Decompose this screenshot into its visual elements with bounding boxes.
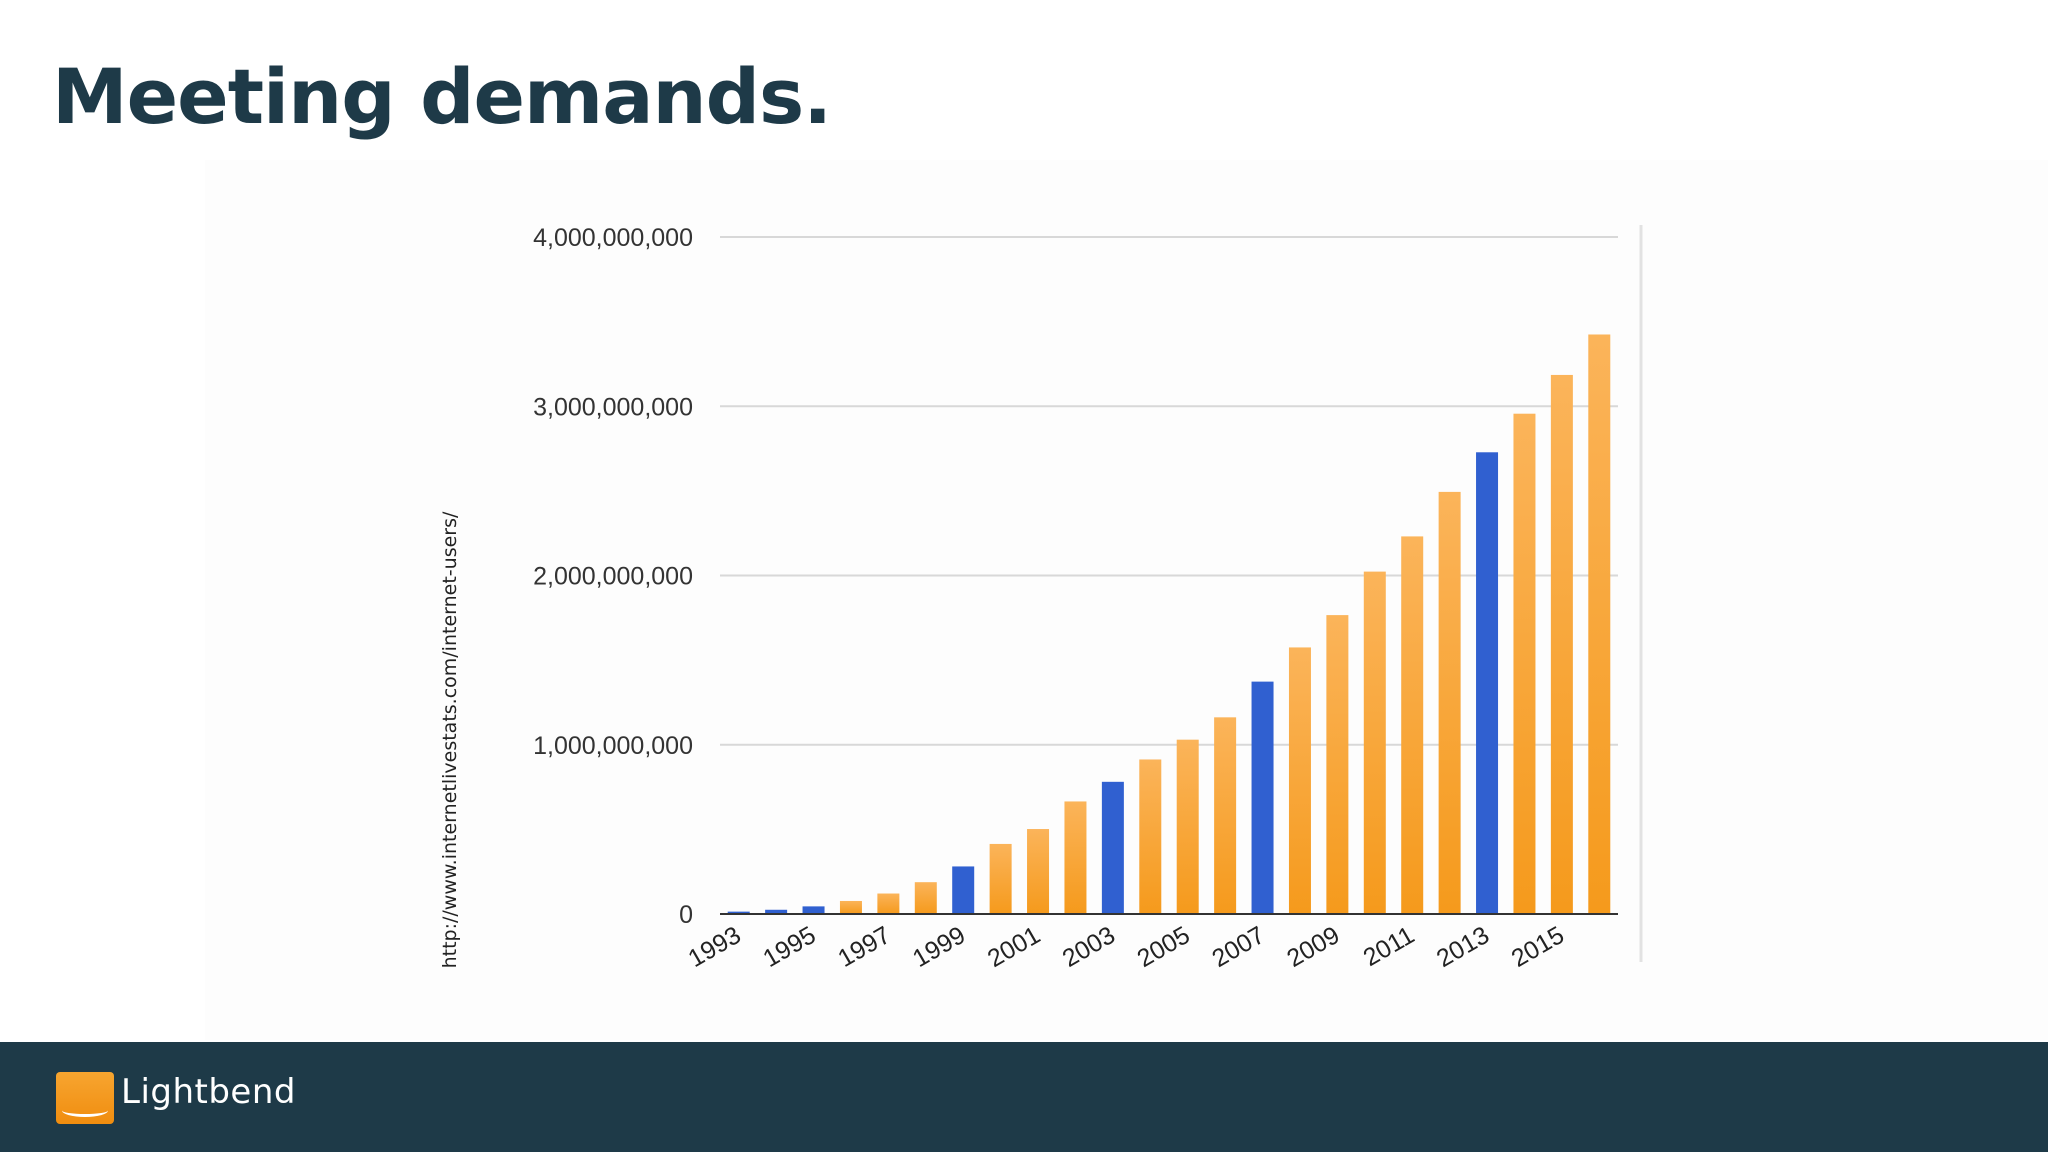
- x-tick-labels: 1993 1995 1997 1999 2001 2003 2005 2007 2009 2011…: [684, 921, 1569, 973]
- bar-2013: [1476, 452, 1499, 914]
- x-tick-label: 2007: [1207, 921, 1269, 973]
- x-tick-label: 1999: [908, 921, 970, 973]
- bar-1995: [802, 906, 825, 914]
- brand-name: Lightbend: [121, 1072, 296, 1112]
- y-tick-label: 3,000,000,000: [533, 393, 693, 421]
- lightbend-logo-icon: [56, 1072, 114, 1124]
- bar-1998: [914, 882, 937, 914]
- bar-2015: [1550, 374, 1573, 915]
- x-tick-label: 2015: [1507, 921, 1569, 973]
- bar-2007: [1251, 681, 1274, 914]
- x-tick-label: 2009: [1282, 921, 1344, 973]
- bar-1996: [839, 900, 862, 914]
- bar-2003: [1101, 781, 1124, 914]
- bar-1993: [727, 911, 750, 914]
- y-tick-label: 1,000,000,000: [533, 732, 693, 760]
- bars: [727, 334, 1611, 915]
- bar-2006: [1214, 717, 1237, 914]
- bar-2014: [1513, 413, 1536, 914]
- x-tick-label: 2011: [1359, 921, 1420, 972]
- internet-users-bar-chart: 0 1,000,000,000 2,000,000,000 3,000,000,000…: [533, 224, 1643, 973]
- bar-2011: [1401, 536, 1424, 914]
- x-tick-label: 2001: [983, 921, 1045, 973]
- bar-2008: [1288, 647, 1311, 914]
- bar-2001: [1027, 829, 1050, 914]
- x-tick-label: 2005: [1133, 921, 1195, 973]
- x-tick-label: 1995: [758, 921, 820, 973]
- footer-bar: Lightbend: [0, 1042, 2048, 1152]
- y-tick-label: 4,000,000,000: [533, 224, 693, 252]
- bar-2012: [1438, 491, 1461, 914]
- bar-2016: [1588, 334, 1611, 914]
- slide-title: Meeting demands.: [52, 52, 832, 141]
- y-tick-label: 2,000,000,000: [533, 563, 693, 591]
- bar-2004: [1139, 759, 1162, 914]
- y-tick-labels: 0 1,000,000,000 2,000,000,000 3,000,000,000…: [533, 224, 693, 929]
- y-tick-label: 0: [679, 901, 693, 929]
- bar-1994: [765, 909, 788, 914]
- grid-lines: [720, 236, 1618, 746]
- bar-2009: [1326, 615, 1349, 914]
- x-tick-label: 2003: [1058, 921, 1120, 973]
- bar-1997: [877, 893, 900, 914]
- bar-2000: [989, 843, 1012, 914]
- bar-1999: [952, 866, 975, 914]
- x-tick-label: 1997: [833, 921, 895, 973]
- chart-panel: [205, 160, 2048, 1040]
- bar-2002: [1064, 801, 1087, 914]
- x-tick-label: 2013: [1432, 921, 1494, 973]
- bar-2005: [1176, 739, 1199, 914]
- bar-2010: [1363, 571, 1386, 914]
